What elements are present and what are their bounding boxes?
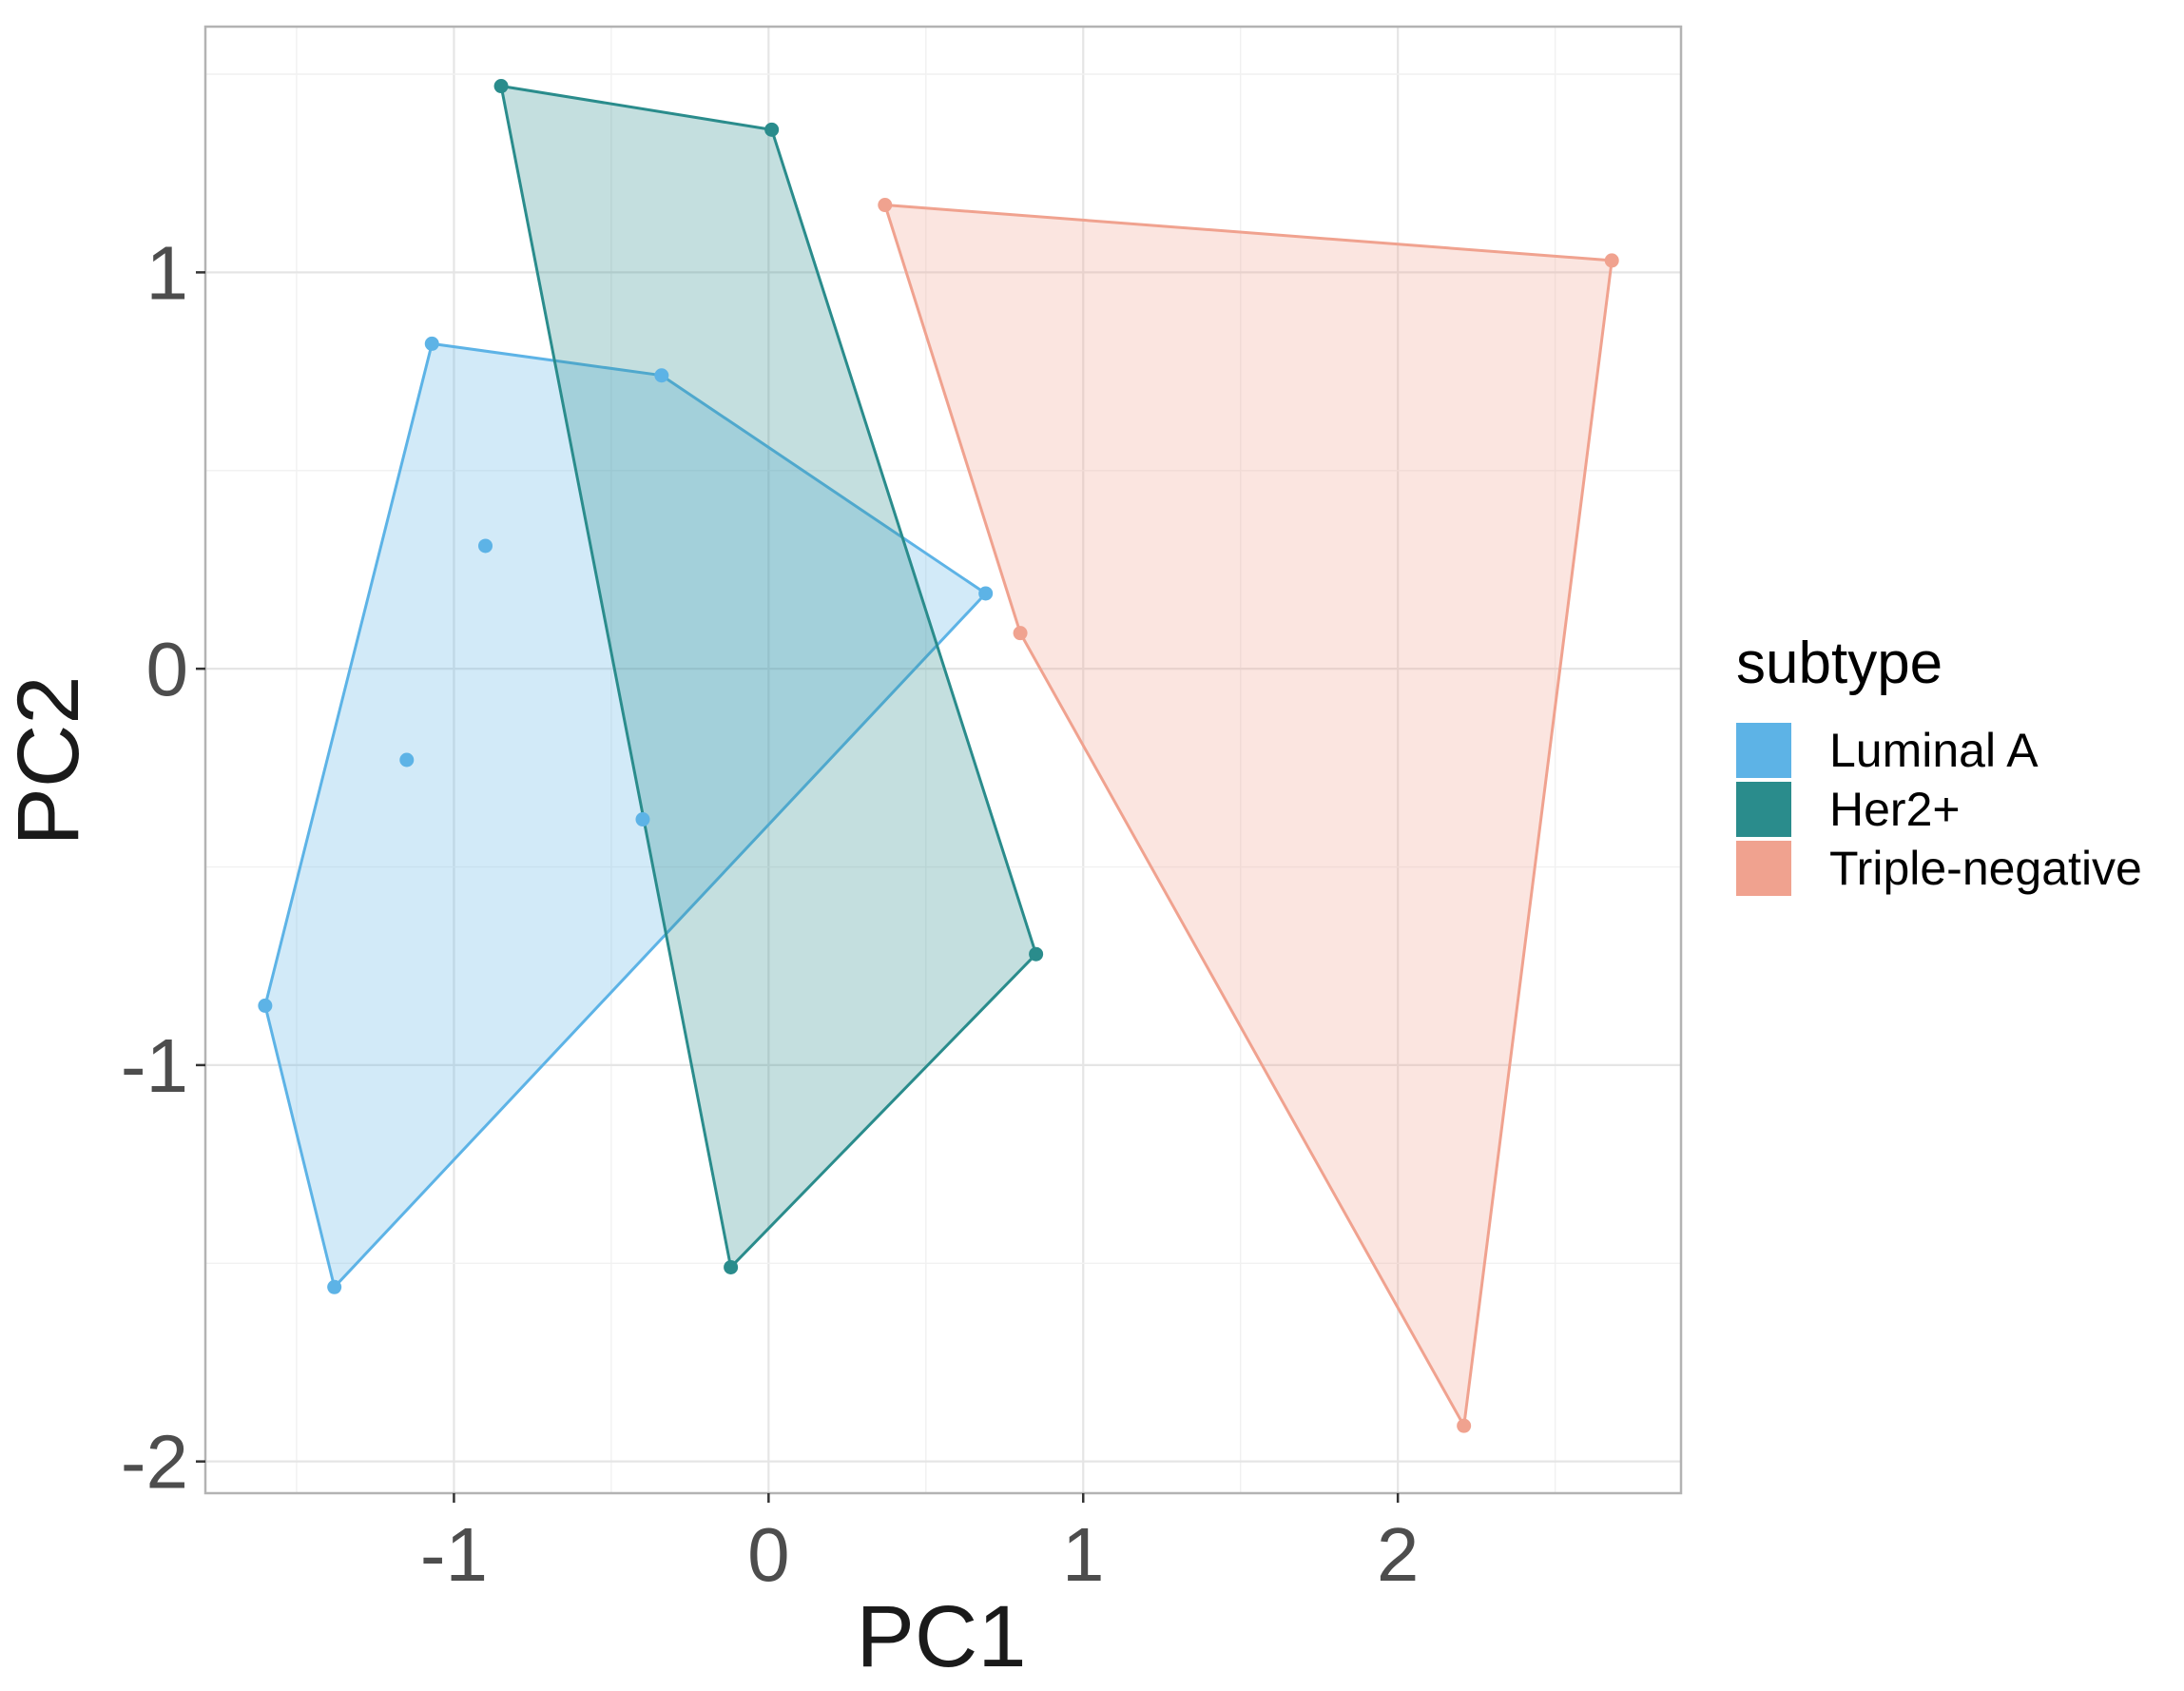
legend: subtype Luminal A Her2+ Triple-negative (1736, 631, 2142, 896)
y-axis-ticks: -2 -1 0 1 (121, 230, 205, 1505)
y-tick-label: 0 (146, 627, 189, 711)
point-triple-negative (878, 198, 893, 213)
point-luminal-a (327, 1279, 342, 1294)
legend-key-luminal-a (1736, 723, 1791, 778)
hull-polygons (263, 85, 1614, 1428)
legend-items: Luminal A Her2+ Triple-negative (1736, 723, 2142, 896)
x-axis-title: PC1 (857, 1588, 1027, 1685)
x-axis-ticks: -1 0 1 2 (420, 1493, 1420, 1597)
point-triple-negative (1604, 253, 1619, 268)
point-luminal-a (424, 336, 439, 351)
point-triple-negative (1457, 1418, 1472, 1433)
x-tick-label: 0 (747, 1512, 790, 1597)
legend-label-triple-negative: Triple-negative (1829, 842, 2142, 895)
y-axis-title: PC2 (0, 676, 97, 846)
legend-key-triple-negative (1736, 841, 1791, 896)
point-her2 (493, 79, 509, 94)
point-her2 (764, 122, 780, 137)
hull-triple-negative (883, 204, 1614, 1428)
point-luminal-a (635, 812, 650, 827)
point-her2 (1029, 946, 1044, 962)
y-tick-label: -2 (121, 1420, 188, 1505)
data-points (258, 79, 1619, 1433)
y-tick-label: 1 (146, 230, 189, 315)
x-tick-label: 1 (1062, 1512, 1105, 1597)
hull-luminal-a (263, 341, 988, 1289)
legend-label-her2: Her2+ (1829, 783, 1961, 836)
point-luminal-a (654, 368, 669, 383)
point-triple-negative (1013, 626, 1028, 641)
point-luminal-a (399, 752, 415, 768)
legend-title: subtype (1736, 631, 1942, 696)
y-tick-label: -1 (121, 1023, 188, 1108)
legend-key-her2 (1736, 782, 1791, 837)
point-luminal-a (478, 538, 493, 554)
point-her2 (724, 1259, 739, 1274)
plot-panel-border (203, 25, 1683, 1495)
x-tick-label: -1 (420, 1512, 488, 1597)
legend-label-luminal-a: Luminal A (1829, 724, 2039, 777)
point-luminal-a (258, 998, 273, 1013)
x-tick-label: 2 (1377, 1512, 1420, 1597)
point-luminal-a (978, 586, 994, 601)
